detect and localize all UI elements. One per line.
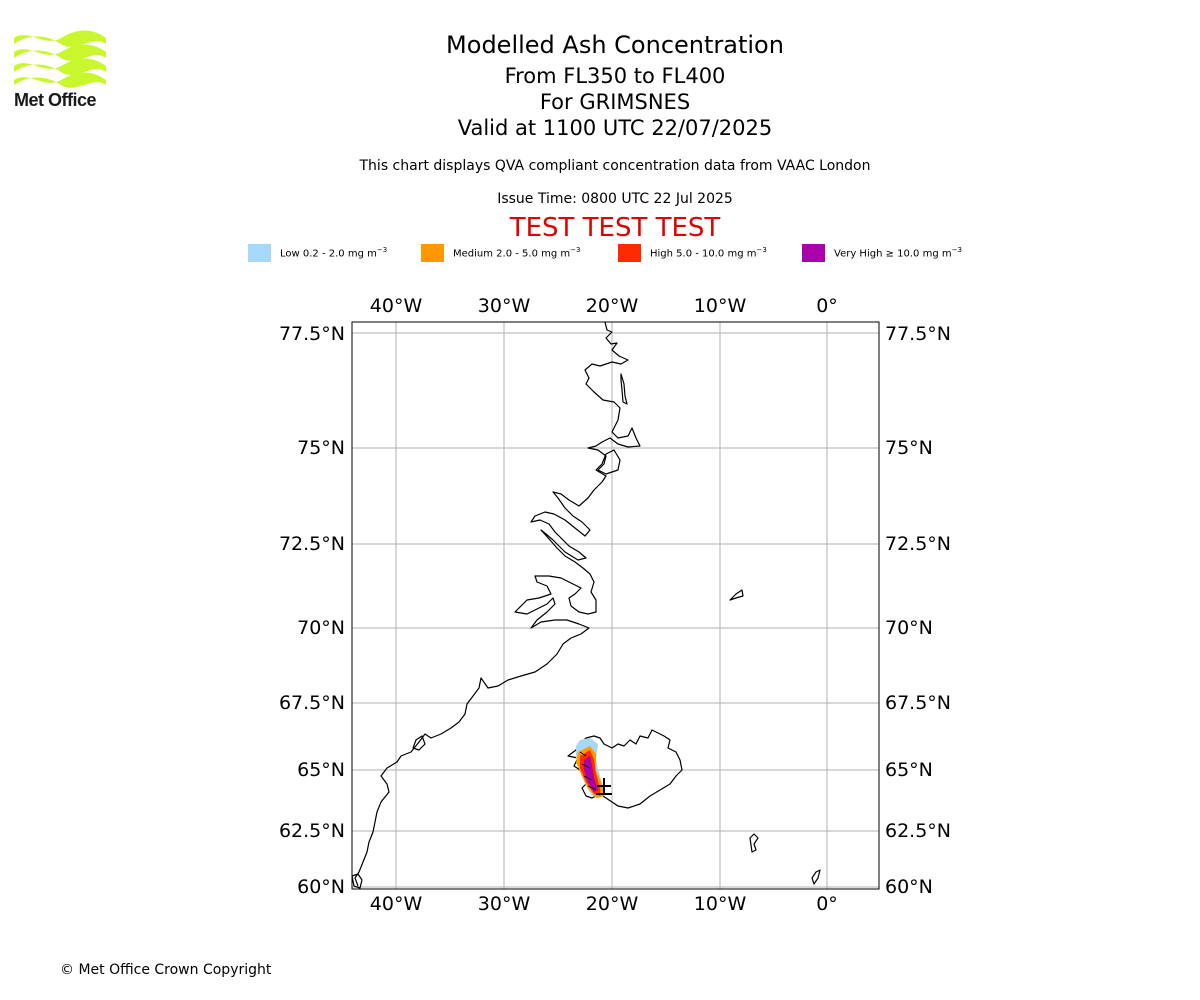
legend-label-high: High 5.0 - 10.0 mg m — [650, 248, 757, 260]
lat-label-75n-right: 75°N — [885, 437, 933, 459]
lon-label-30w-bottom: 30°W — [478, 893, 531, 915]
legend-label-very-high: Very High ≥ 10.0 mg m — [834, 248, 952, 260]
lat-label-60n-right: 60°N — [885, 876, 933, 898]
valid-time: Valid at 1100 UTC 22/07/2025 — [457, 116, 773, 140]
legend-swatch-low — [248, 244, 271, 262]
lon-label-30w-top: 30°W — [478, 295, 531, 317]
faroe-islands-coastline — [749, 833, 759, 853]
lat-label-67-5n-left: 67.5°N — [279, 692, 345, 714]
map-gridlines — [352, 322, 879, 889]
volcano-label: For GRIMSNES — [539, 90, 691, 114]
legend-swatch-high — [618, 244, 641, 262]
lat-label-70n-left: 70°N — [297, 617, 345, 639]
legend-label-medium: Medium 2.0 - 5.0 mg m — [453, 248, 571, 260]
lon-label-0-bottom: 0° — [816, 893, 838, 915]
lat-label-72-5n-left: 72.5°N — [279, 533, 345, 555]
lat-label-67-5n-right: 67.5°N — [885, 692, 951, 714]
greenland-island-2 — [412, 735, 426, 751]
lat-label-75n-left: 75°N — [297, 437, 345, 459]
lat-labels-left: 77.5°N 75°N 72.5°N 70°N 67.5°N 65°N 62.5… — [279, 323, 345, 898]
lat-labels-right: 77.5°N 75°N 72.5°N 70°N 67.5°N 65°N 62.5… — [885, 323, 951, 898]
lat-label-60n-left: 60°N — [297, 876, 345, 898]
lon-label-0-top: 0° — [816, 295, 838, 317]
lon-labels-top: 40°W 30°W 20°W 10°W 0° — [370, 295, 838, 317]
lon-label-10w-bottom: 10°W — [694, 893, 747, 915]
lat-label-62-5n-right: 62.5°N — [885, 820, 951, 842]
legend-swatch-medium — [421, 244, 444, 262]
chart-description: This chart displays QVA compliant concen… — [359, 158, 871, 174]
test-banner: TEST TEST TEST — [509, 213, 721, 243]
map-frame — [351, 321, 880, 890]
logo-text: Met Office — [14, 90, 97, 110]
ash-plume — [576, 738, 604, 798]
lat-label-72-5n-right: 72.5°N — [885, 533, 951, 555]
greenland-coastline — [354, 321, 641, 887]
lon-label-40w-bottom: 40°W — [370, 893, 423, 915]
legend-swatch-very-high — [802, 244, 825, 262]
chart-title: Modelled Ash Concentration — [446, 31, 784, 59]
lat-label-65n-left: 65°N — [297, 759, 345, 781]
copyright: © Met Office Crown Copyright — [60, 962, 272, 978]
lat-label-62-5n-left: 62.5°N — [279, 820, 345, 842]
met-office-waves-icon — [14, 30, 106, 88]
legend-item-low: Low 0.2 - 2.0 mg m−3 — [248, 244, 387, 262]
legend-item-high: High 5.0 - 10.0 mg m−3 — [618, 244, 767, 262]
lon-label-10w-top: 10°W — [694, 295, 747, 317]
lon-label-20w-bottom: 20°W — [586, 893, 639, 915]
ash-very-high — [584, 756, 598, 792]
greenland-island-1 — [620, 373, 628, 405]
lon-label-20w-top: 20°W — [586, 295, 639, 317]
legend-label-low: Low 0.2 - 2.0 mg m — [280, 248, 377, 260]
met-office-logo: Met Office — [14, 30, 108, 112]
coastlines — [351, 321, 821, 889]
lat-label-65n-right: 65°N — [885, 759, 933, 781]
lat-label-70n-right: 70°N — [885, 617, 933, 639]
shetland-coastline — [811, 869, 821, 885]
lat-label-77-5n-left: 77.5°N — [279, 323, 345, 345]
lat-label-77-5n-right: 77.5°N — [885, 323, 951, 345]
greenland-island-3 — [351, 873, 363, 889]
ash-contour — [579, 751, 597, 791]
jan-mayen-coastline — [729, 589, 744, 601]
lon-labels-bottom: 40°W 30°W 20°W 10°W 0° — [370, 893, 838, 915]
legend-item-very-high: Very High ≥ 10.0 mg m−3 — [802, 244, 962, 262]
volcano-marker — [596, 778, 612, 795]
issue-time: Issue Time: 0800 UTC 22 Jul 2025 — [497, 191, 733, 207]
legend-item-medium: Medium 2.0 - 5.0 mg m−3 — [421, 244, 580, 262]
lon-label-40w-top: 40°W — [370, 295, 423, 317]
flight-level-range: From FL350 to FL400 — [504, 64, 726, 88]
